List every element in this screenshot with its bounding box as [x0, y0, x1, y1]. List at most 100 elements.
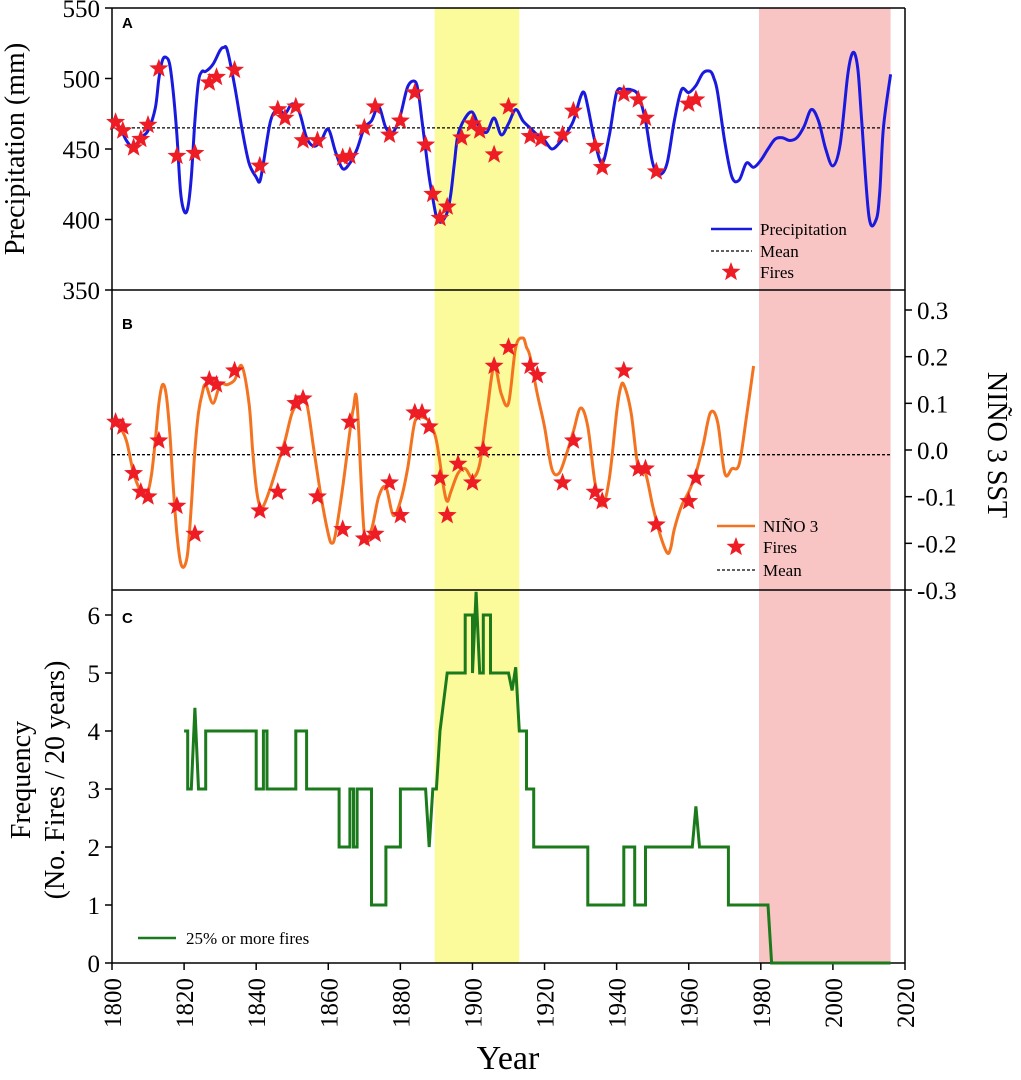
x-tick-label: 1980: [749, 978, 776, 1028]
precipitation-series-line: [111, 45, 893, 228]
fire-marker: [199, 370, 219, 389]
fire-marker: [138, 486, 158, 505]
fire-marker: [405, 402, 425, 421]
legend-frequency-label: 25% or more fires: [186, 929, 309, 948]
fire-marker: [286, 96, 306, 115]
fire-marker: [340, 412, 360, 431]
fire-marker: [462, 113, 482, 132]
fire-marker: [207, 67, 226, 86]
panel-c-y-tick-label: 4: [88, 719, 101, 746]
fire-marker: [437, 505, 457, 524]
fire-marker: [113, 416, 133, 435]
panel-a-y-tick-label: 550: [63, 0, 101, 23]
fire-marker: [380, 472, 400, 491]
panel-c-y-tick-label: 6: [88, 603, 101, 630]
x-tick-label: 2020: [893, 978, 920, 1028]
x-tick-label: 1900: [460, 978, 487, 1028]
fire-marker: [365, 96, 385, 115]
fire-marker: [333, 519, 353, 538]
panel-c-y-tick-label: 5: [88, 661, 101, 688]
fire-marker: [679, 93, 699, 112]
fire-marker: [636, 108, 655, 127]
fire-marker: [563, 100, 583, 119]
fire-marker: [293, 388, 313, 407]
x-tick-label: 1800: [100, 978, 127, 1028]
panel-a-letter: A: [122, 15, 133, 32]
x-axis-label: Year: [477, 1040, 540, 1077]
panel-a-legend: Precipitation Mean Fires: [711, 220, 847, 282]
legend-fires-star-icon: [721, 262, 741, 281]
panel-c-y-tick-label: 1: [88, 893, 101, 920]
fire-marker: [131, 482, 151, 501]
panel-c-y-tick-label: 3: [88, 777, 101, 804]
fire-marker: [499, 337, 518, 356]
panel-c-y-axis-label-line2: (No. Fires / 20 years): [40, 661, 71, 900]
fire-marker: [340, 146, 360, 165]
legend-precipitation-label: Precipitation: [760, 220, 847, 239]
fire-marker: [499, 96, 518, 115]
fire-marker: [268, 99, 288, 118]
legend-mean-label: Mean: [760, 242, 799, 261]
x-tick-label: 2000: [821, 978, 848, 1028]
fire-marker: [686, 468, 706, 487]
fire-marker: [679, 491, 699, 510]
fire-marker: [149, 430, 169, 449]
fire-marker: [430, 208, 450, 227]
panel-b-y-tick-label: 0.1: [917, 391, 948, 418]
panel-c-legend: 25% or more fires: [138, 929, 309, 948]
x-tick-label: 1940: [605, 978, 632, 1028]
panel-b-y-ticks: -0.3 -0.2 -0.1 0.0 0.1 0.2 0.3: [905, 298, 957, 605]
panel-b-y-tick-label: 0.3: [917, 298, 948, 325]
fire-marker: [592, 157, 612, 176]
fire-marker: [333, 147, 353, 166]
panel-c-y-axis-label-line1: Frequency: [6, 721, 37, 839]
shaded-period-yellow: [434, 8, 520, 963]
fire-marker: [412, 402, 432, 421]
fire-marker: [419, 416, 439, 435]
fire-marker: [473, 440, 493, 459]
legend-mean-label: Mean: [763, 561, 802, 580]
fire-marker: [628, 458, 648, 477]
fire-marker: [286, 393, 306, 412]
fire-marker: [113, 120, 133, 139]
fire-marker: [416, 134, 436, 153]
fire-marker: [106, 112, 126, 131]
legend-fires-star-icon: [726, 537, 746, 556]
fire-marker: [585, 482, 605, 501]
x-tick-label: 1880: [388, 978, 415, 1028]
panel-c-y-tick-label: 0: [88, 951, 101, 978]
fire-marker: [138, 115, 158, 134]
panel-a-y-ticks: 350 400 450 500 550: [63, 0, 112, 305]
fire-marker: [250, 155, 270, 174]
fire-marker: [646, 161, 666, 180]
legend-fires-label: Fires: [763, 538, 797, 557]
fire-marker: [354, 117, 374, 136]
fire-marker: [354, 528, 374, 547]
fire-marker: [553, 472, 573, 491]
fire-marker: [250, 500, 270, 519]
fire-marker: [646, 514, 666, 533]
fire-marker: [185, 524, 205, 543]
legend-nino3-label: NIÑO 3: [763, 517, 818, 536]
fire-marker: [268, 482, 288, 501]
fire-marker: [405, 82, 425, 101]
fire-marker: [531, 129, 551, 148]
panel-b-y-tick-label: 0.2: [917, 345, 948, 372]
fire-marker: [390, 110, 410, 129]
fire-marker: [636, 458, 655, 477]
fire-marker: [614, 84, 634, 103]
fire-marker: [225, 360, 245, 379]
panel-b-fire-markers: [106, 337, 706, 547]
fire-marker: [430, 468, 450, 487]
fire-marker: [452, 127, 472, 146]
fire-marker: [225, 60, 245, 79]
fire-marker: [185, 143, 205, 162]
panel-b-y-tick-label: -0.1: [917, 485, 957, 512]
x-tick-label: 1960: [677, 978, 704, 1028]
fire-marker: [553, 124, 573, 143]
fire-marker: [380, 124, 400, 143]
fire-marker: [448, 454, 468, 473]
panel-c-letter: C: [122, 610, 133, 627]
fire-marker: [423, 184, 443, 203]
panel-b-y-tick-label: 0.0: [917, 438, 948, 465]
